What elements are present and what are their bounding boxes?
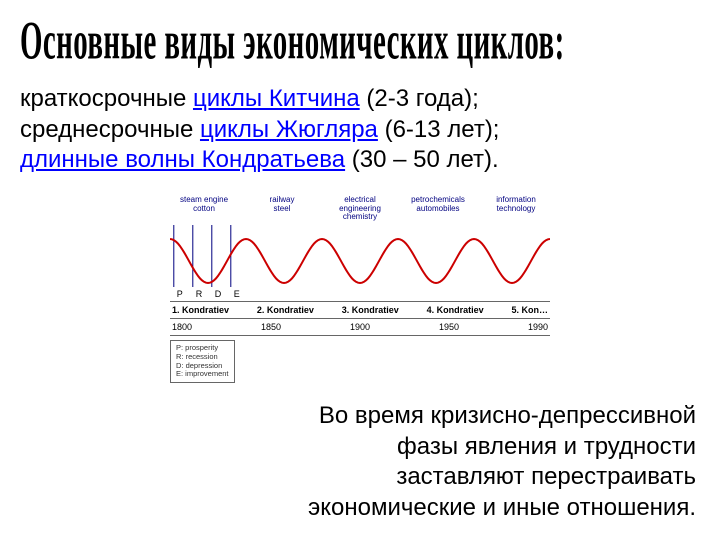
guide-text: PRDE (177, 289, 240, 299)
kondratiev-chart: steam enginecotton railwaysteel electric… (170, 196, 550, 383)
chart-top-labels: steam enginecotton railwaysteel electric… (170, 196, 550, 221)
guide-lines (174, 225, 231, 287)
period-row: 1. Kondratiev 2. Kondratiev 3. Kondratie… (170, 302, 550, 318)
period-4: 5. Kon… (511, 305, 548, 315)
year-3: 1950 (439, 322, 459, 332)
bullet-2-prefix: среднесрочные (20, 116, 200, 143)
link-kitchin[interactable]: циклы Китчина (193, 85, 360, 112)
bullet-2-suffix: (6-13 лет); (378, 116, 500, 143)
period-0: 1. Kondratiev (172, 305, 229, 315)
svg-text:P: P (177, 289, 183, 299)
bullet-1-prefix: краткосрочные (20, 85, 193, 112)
svg-text:D: D (215, 289, 222, 299)
year-0: 1800 (172, 322, 192, 332)
legend-3: E: improvement (176, 370, 229, 379)
bottom-l3: заставляют перестраивать (20, 462, 696, 493)
top-label-1: railwaysteel (248, 196, 316, 221)
year-row: 1800 1850 1900 1950 1990 (170, 319, 550, 335)
top-label-4: informationtechnology (482, 196, 550, 221)
bottom-l2: фазы явления и трудности (20, 432, 696, 463)
bullet-2: среднесрочные циклы Жюгляра (6-13 лет); (20, 115, 700, 146)
bottom-l1: Во время кризисно-депрессивной (20, 401, 696, 432)
bullet-list: краткосрочные циклы Китчина (2-3 года); … (20, 84, 700, 176)
bullet-1-suffix: (2-3 года); (360, 85, 479, 112)
top-label-2: electricalengineeringchemistry (326, 196, 394, 221)
bullet-3-suffix: (30 – 50 лет). (345, 146, 499, 173)
bottom-paragraph: Во время кризисно-депрессивной фазы явле… (20, 401, 700, 524)
page-title: Основные виды экономических циклов: (20, 12, 598, 73)
bullet-3: длинные волны Кондратьева (30 – 50 лет). (20, 145, 700, 176)
svg-text:E: E (234, 289, 240, 299)
divider (170, 335, 550, 336)
bullet-1: краткосрочные циклы Китчина (2-3 года); (20, 84, 700, 115)
year-2: 1900 (350, 322, 370, 332)
period-3: 4. Kondratiev (427, 305, 484, 315)
slide: Основные виды экономических циклов: крат… (0, 0, 720, 540)
svg-text:R: R (196, 289, 203, 299)
top-label-0: steam enginecotton (170, 196, 238, 221)
year-1: 1850 (261, 322, 281, 332)
link-juglar[interactable]: циклы Жюгляра (200, 116, 378, 143)
year-4: 1990 (528, 322, 548, 332)
legend: P: prosperity R: recession D: depression… (170, 340, 235, 383)
wave-plot: PRDE (170, 221, 550, 301)
bottom-l4: экономические и иные отношения. (20, 493, 696, 524)
period-2: 3. Kondratiev (342, 305, 399, 315)
link-kondratiev[interactable]: длинные волны Кондратьева (20, 146, 345, 173)
period-1: 2. Kondratiev (257, 305, 314, 315)
wave-path (170, 239, 550, 283)
top-label-3: petrochemicalsautomobiles (404, 196, 472, 221)
